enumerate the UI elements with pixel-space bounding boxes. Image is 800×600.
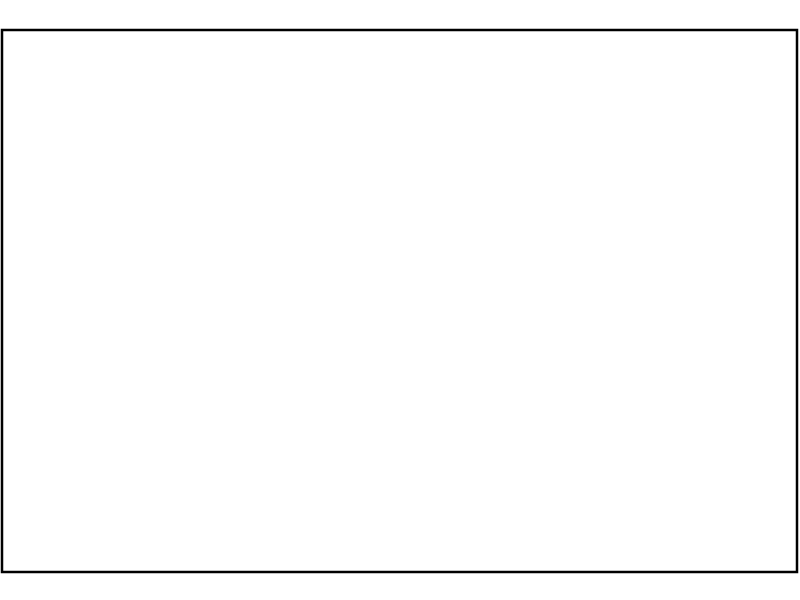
map-frame xyxy=(0,28,799,574)
